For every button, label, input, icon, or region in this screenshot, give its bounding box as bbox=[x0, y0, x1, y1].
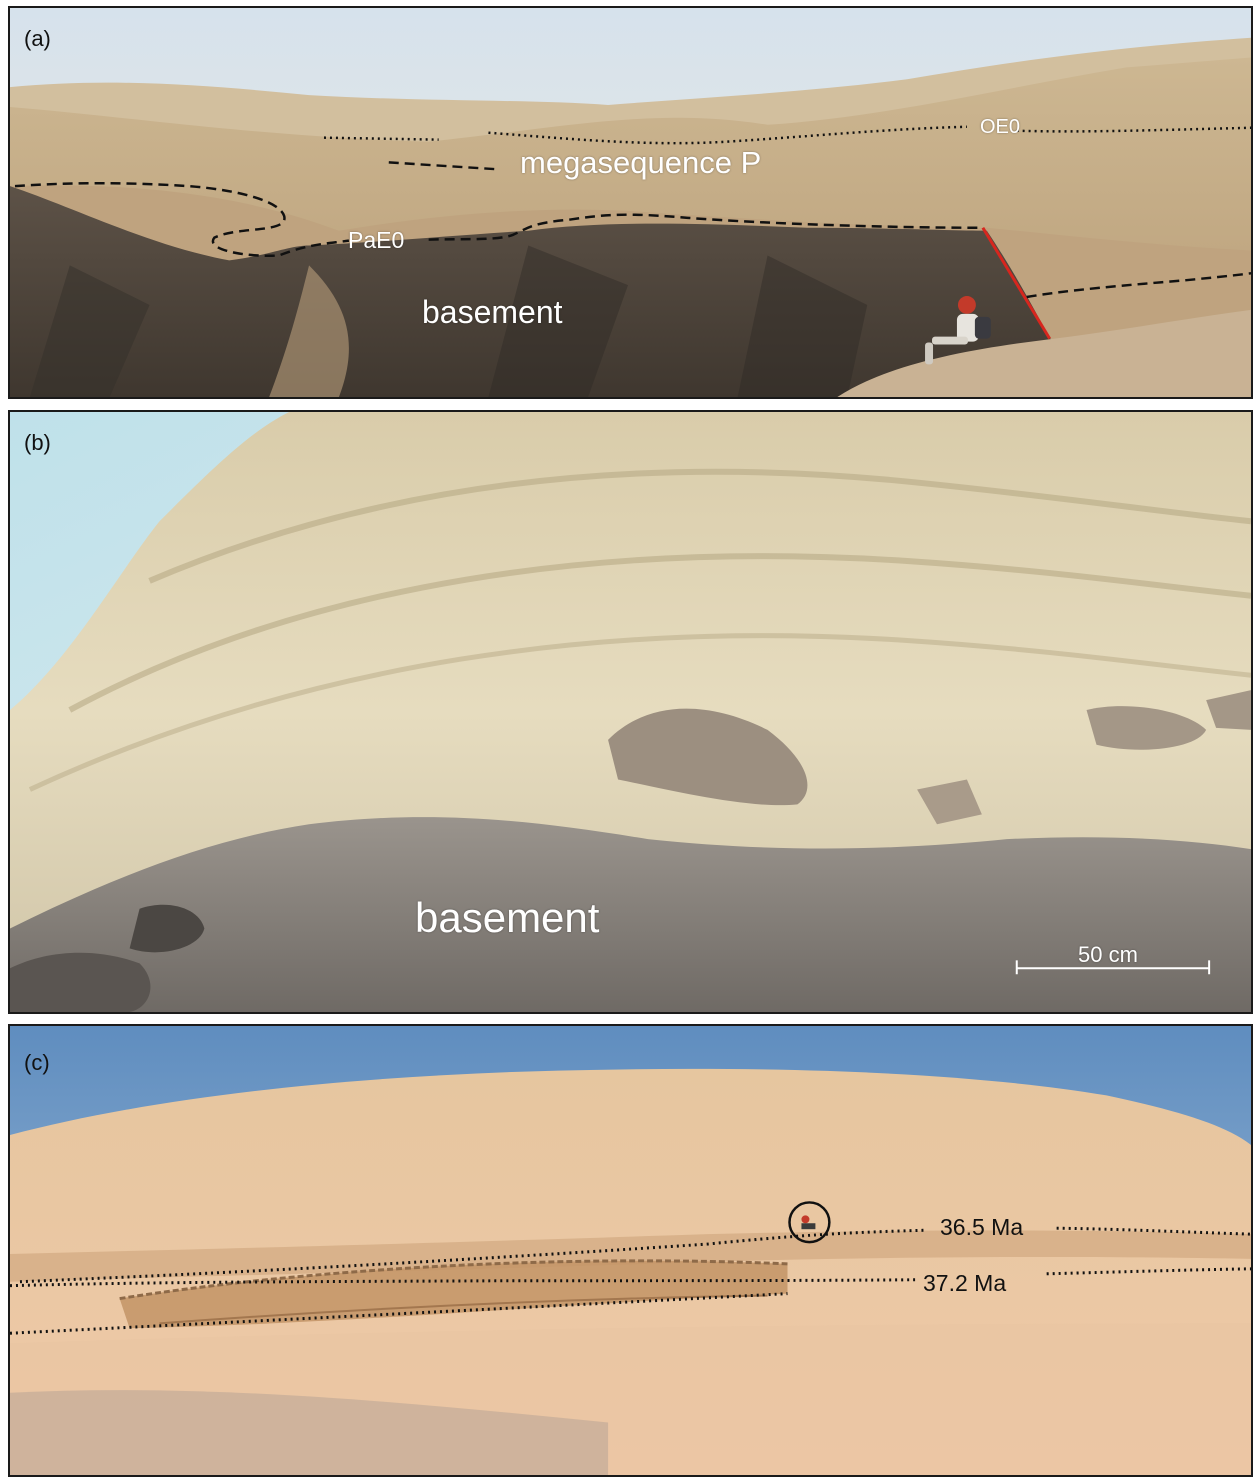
age-line-36-5 bbox=[19, 1226, 1251, 1284]
panel-b-outcrop bbox=[10, 412, 1251, 1012]
person-figure bbox=[925, 296, 991, 365]
panel-c-letter: (c) bbox=[24, 1050, 50, 1075]
panel-b-letter: (b) bbox=[24, 430, 51, 455]
panel-b-photo: (b) basement 50 cm bbox=[8, 410, 1253, 1014]
pae0-label: PaE0 bbox=[348, 227, 405, 253]
age-label-37-2: 37.2 Ma bbox=[923, 1270, 1007, 1296]
age-label-36-5: 36.5 Ma bbox=[940, 1214, 1024, 1240]
person-marker-circle bbox=[788, 1201, 831, 1244]
scale-bar bbox=[1015, 960, 1211, 975]
panel-c-photo: (c) 36.5 Ma 37.2 Ma bbox=[8, 1024, 1253, 1477]
panel-a-landscape bbox=[10, 8, 1251, 397]
basement-label-b: basement bbox=[415, 894, 600, 941]
panel-a-photo: (a) OE0 megasequence P PaE0 basement bbox=[8, 6, 1253, 399]
scale-bar-label: 50 cm bbox=[1078, 942, 1138, 967]
panel-c-hillside bbox=[10, 1026, 1251, 1475]
megasequence-label: megasequence P bbox=[520, 145, 762, 180]
pae0-boundary-line bbox=[14, 181, 1251, 299]
panel-a-letter: (a) bbox=[24, 26, 51, 51]
basement-label-a: basement bbox=[422, 294, 563, 330]
oe0-boundary-line bbox=[323, 125, 1251, 145]
megasequence-boundary-line bbox=[388, 161, 499, 171]
fault-line bbox=[981, 226, 1051, 340]
oe0-label: OE0 bbox=[980, 116, 1021, 138]
